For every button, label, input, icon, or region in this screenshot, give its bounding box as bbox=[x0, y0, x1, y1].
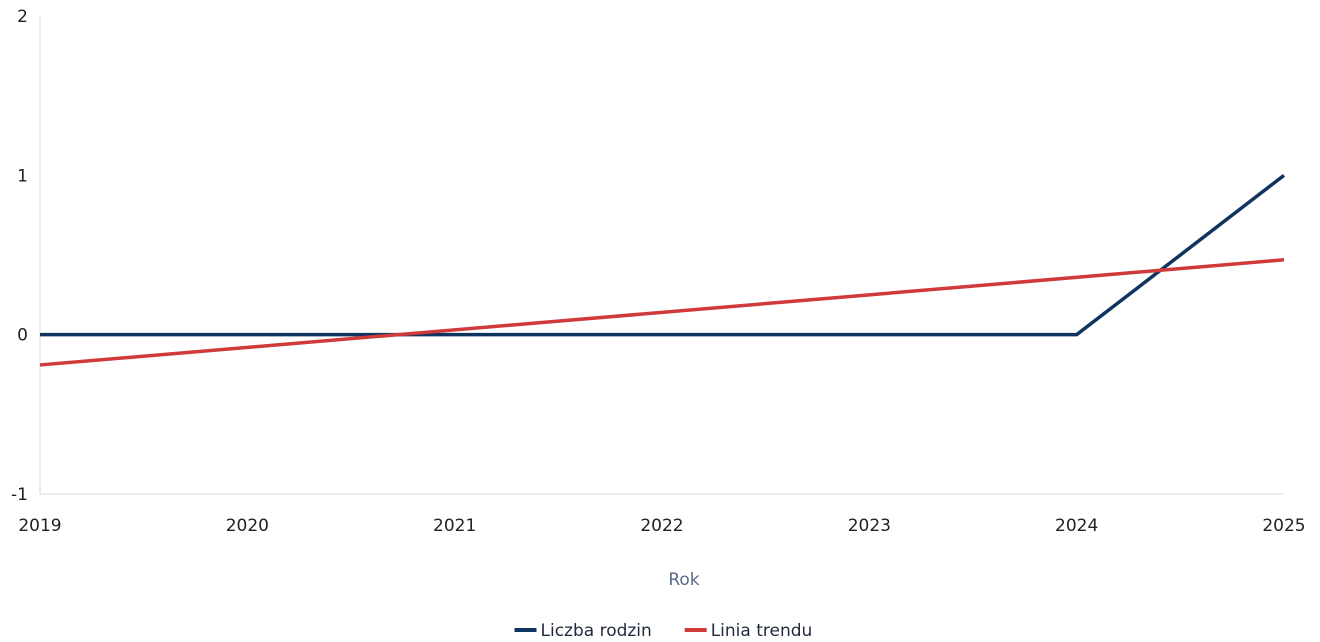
y-tick-label: -1 bbox=[11, 485, 28, 505]
x-tick-label: 2020 bbox=[226, 516, 269, 536]
y-tick-label: 0 bbox=[17, 326, 28, 346]
legend-label: Liczba rodzin bbox=[541, 621, 652, 641]
x-axis-label: Rok bbox=[668, 570, 699, 590]
x-tick-label: 2021 bbox=[433, 516, 476, 536]
y-tick-label: 1 bbox=[17, 166, 28, 186]
series-line-2 bbox=[39, 258, 1285, 367]
axes bbox=[39, 16, 1284, 495]
x-tick-label: 2019 bbox=[18, 516, 61, 536]
series-lines bbox=[39, 173, 1286, 367]
x-tick-label: 2022 bbox=[640, 516, 683, 536]
x-tick-label: 2025 bbox=[1262, 516, 1305, 536]
legend-label: Linia trendu bbox=[711, 621, 813, 641]
x-tick-label: 2024 bbox=[1055, 516, 1098, 536]
x-tick-labels: 2019 2020 2021 2022 2023 2024 2025 bbox=[18, 516, 1305, 536]
y-tick-label: 2 bbox=[17, 7, 28, 27]
y-tick-labels: -1 0 1 2 bbox=[11, 7, 28, 505]
legend: Liczba rodzin Linia trendu bbox=[514, 621, 813, 641]
x-tick-label: 2023 bbox=[848, 516, 891, 536]
